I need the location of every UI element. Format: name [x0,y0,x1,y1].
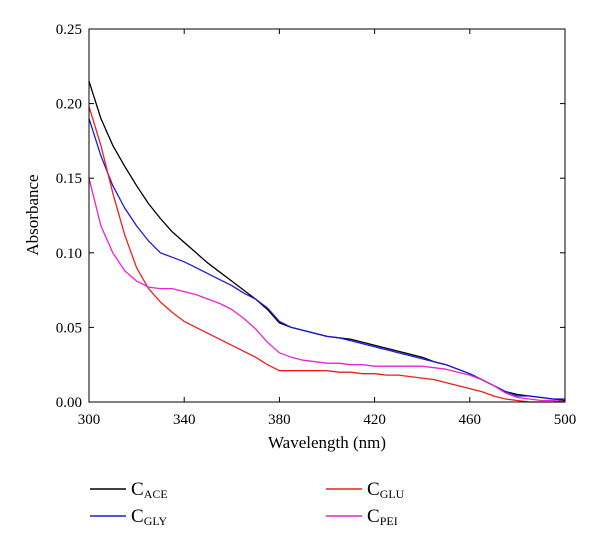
legend-entry-gly: CGLY [131,506,167,528]
legend-subscript: ACE [144,487,168,501]
y-tick-label: 0.10 [56,246,82,262]
x-tick-label: 300 [78,412,101,428]
plot-frame [88,28,566,403]
x-tick-label: 420 [363,412,386,428]
x-tick-label: 500 [554,412,577,428]
legend-entry-glu: CGLU [367,479,405,501]
legend: CACE CGLY CGLU CPEI [90,479,405,528]
series-line-glu [88,106,565,403]
tick-labels: 300 340 380 420 460 500 0.00 0.05 0.10 0.15 0.20 0.… [56,22,577,428]
y-tick-label: 0.05 [56,320,82,336]
x-tick-label: 340 [173,412,196,428]
legend-subscript: GLU [380,487,405,501]
y-tick-label: 0.25 [56,22,82,38]
y-axis-title: Absorbance [23,174,42,255]
axis-ticks [88,28,566,403]
x-tick-label: 380 [268,412,291,428]
x-axis-title: Wavelength (nm) [268,433,386,452]
legend-subscript: PEI [380,514,398,528]
y-tick-label: 0.15 [56,171,82,187]
legend-subscript: GLY [144,514,168,528]
series-line-ace [88,81,566,402]
series-line-gly [88,118,565,400]
legend-entry-ace: CACE [131,479,168,501]
series-lines [88,81,566,403]
y-tick-label: 0.00 [56,395,82,411]
series-line-pei [88,178,566,403]
x-tick-label: 460 [459,412,482,428]
legend-entry-pei: CPEI [367,506,398,528]
y-tick-label: 0.20 [56,97,82,113]
